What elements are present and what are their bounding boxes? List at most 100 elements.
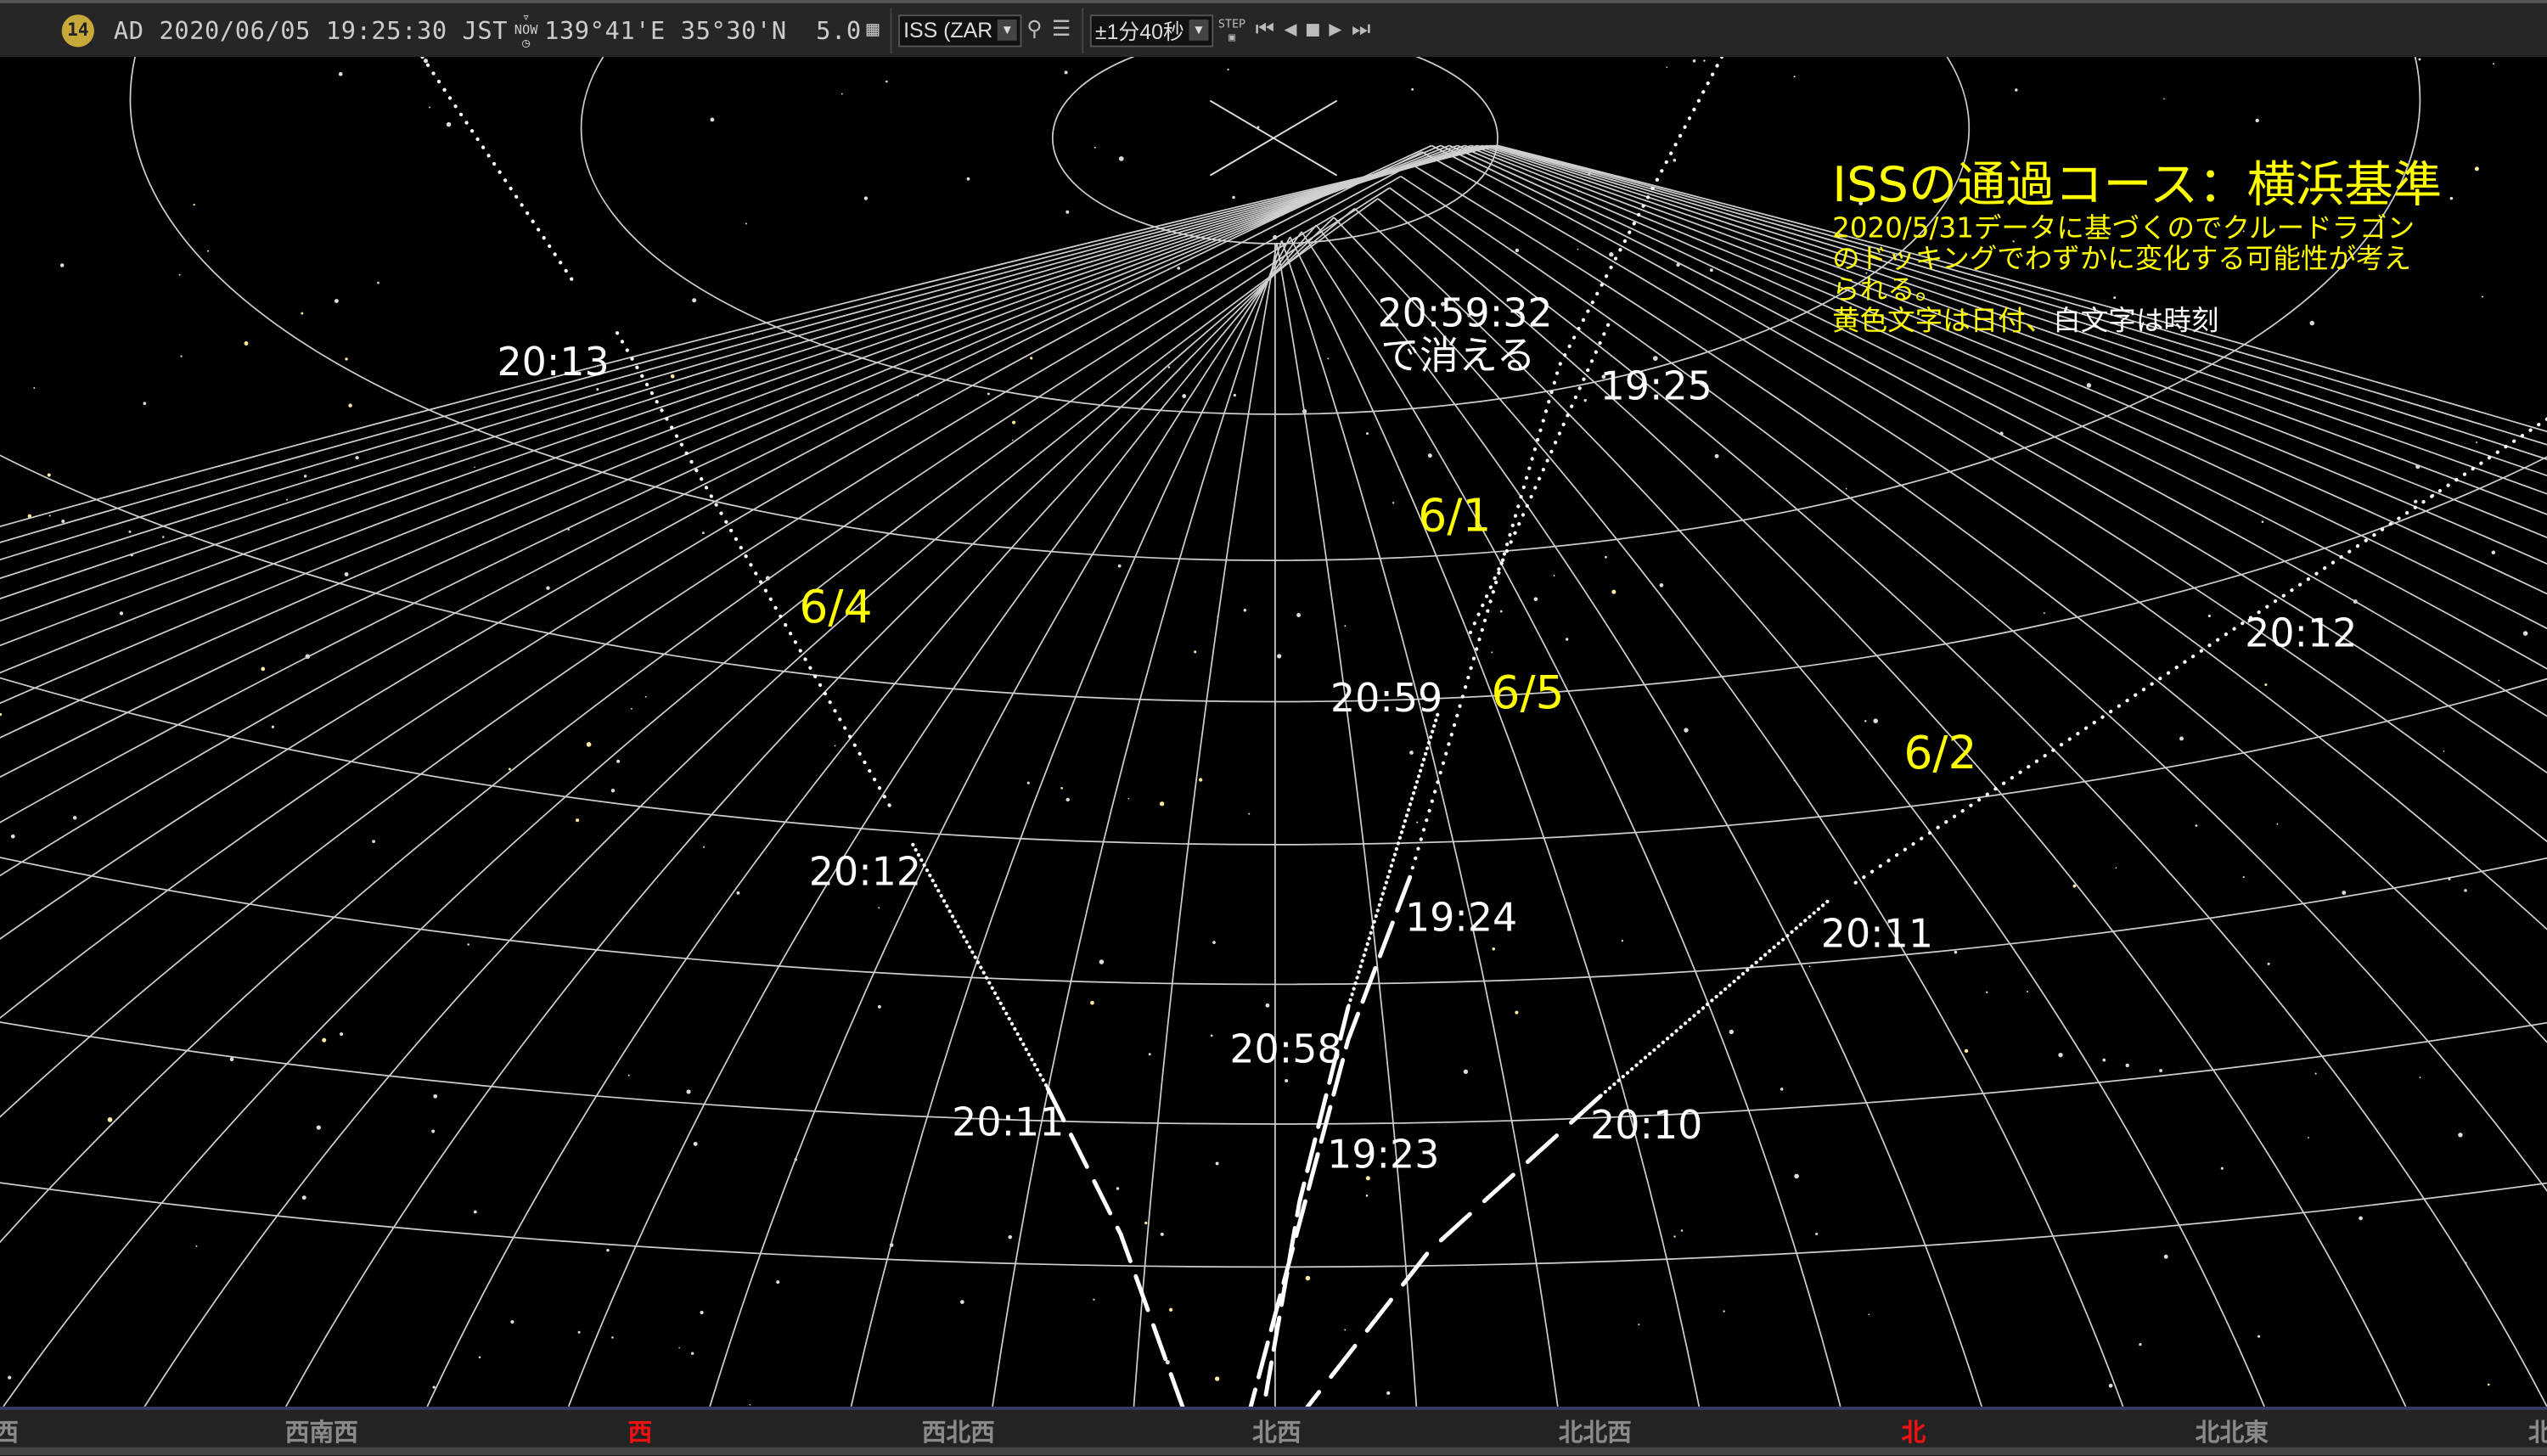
star: [1160, 801, 1165, 807]
last-icon[interactable]: ⏭: [1351, 18, 1371, 42]
star: [271, 725, 274, 728]
track-6-2: [1850, 417, 2547, 887]
star: [1609, 252, 1614, 257]
star: [863, 196, 869, 200]
star: [2276, 823, 2279, 825]
chevron-down-icon[interactable]: ▼: [1189, 19, 1209, 41]
zenith-marker: [1209, 99, 1338, 177]
star: [229, 1057, 234, 1062]
horizontal-scrollbar[interactable]: [0, 1447, 2547, 1456]
star: [1008, 1234, 1013, 1240]
search-icon[interactable]: ⚲: [1026, 18, 1043, 42]
azimuth-line: [1448, 144, 2547, 717]
azimuth-line: [0, 144, 1465, 739]
azimuth-line: [0, 144, 1432, 941]
star: [1248, 812, 1251, 815]
azimuth-line: [1482, 144, 2547, 539]
star: [1692, 59, 1696, 63]
star: [1499, 610, 1503, 613]
star: [546, 586, 550, 590]
star: [377, 281, 380, 284]
track-6-1: [1346, 712, 1440, 1009]
calendar-icon[interactable]: ▦: [866, 18, 880, 42]
sky-view[interactable]: 20:13 20:12 20:11 20:59:32 で消える 19:25 20…: [0, 56, 2547, 1407]
star: [1012, 439, 1014, 441]
step-select[interactable]: ±1分40秒 ▼: [1090, 14, 1214, 47]
star: [749, 1403, 751, 1406]
star: [2359, 1216, 2363, 1221]
star: [1703, 59, 1706, 62]
star: [2474, 166, 2479, 171]
direction-label: 北: [2528, 1414, 2547, 1448]
time-label: 20:10: [1590, 1102, 1702, 1148]
star: [2264, 683, 2268, 687]
star: [1553, 574, 1555, 576]
star: [644, 695, 647, 698]
datetime-display[interactable]: AD 2020/06/05 19:25:30 JST: [113, 15, 509, 45]
star: [2309, 320, 2314, 326]
play-icon[interactable]: ▶: [1329, 18, 1342, 42]
star: [2125, 1063, 2129, 1068]
direction-bar[interactable]: 西 西南西 西 西北西 北西 北北西 北 北北東 北: [0, 1406, 2547, 1456]
track-6-4: [1045, 1086, 1185, 1407]
azimuth-line: [0, 144, 1450, 824]
star: [2242, 230, 2245, 233]
star: [1305, 1275, 1311, 1281]
star: [286, 498, 289, 501]
level-badge[interactable]: 14: [61, 14, 94, 47]
star: [1729, 1029, 1734, 1035]
star: [2522, 631, 2528, 636]
location-display[interactable]: 139°41'E 35°30'N: [544, 15, 787, 45]
star: [1583, 398, 1587, 402]
list-icon[interactable]: ☰: [1051, 18, 1071, 42]
azimuth-line: [0, 144, 1487, 622]
star: [348, 403, 352, 408]
track-6-2: [1598, 899, 1830, 1099]
star: [1265, 1003, 1270, 1008]
altitude-circle: [0, 454, 2547, 703]
stop-icon[interactable]: ■: [1306, 18, 1319, 42]
object-select[interactable]: ISS (ZAR ▼: [898, 14, 1022, 47]
star: [1808, 965, 1811, 968]
star: [2026, 991, 2028, 992]
star: [2195, 824, 2198, 827]
star: [1463, 1069, 1469, 1074]
star: [2207, 614, 2211, 618]
star: [2481, 295, 2483, 298]
chevron-down-icon[interactable]: ▼: [997, 19, 1017, 41]
star: [1611, 589, 1616, 594]
star: [1065, 797, 1070, 802]
step-button[interactable]: STEP ▣: [1217, 17, 1246, 43]
annotation-title: ISSの通過コース：横浜基準: [1832, 156, 2442, 213]
azimuth-line: [0, 175, 1402, 1244]
star: [701, 531, 705, 535]
time-label: 20:11: [1821, 910, 1933, 956]
star: [59, 263, 65, 267]
star: [700, 1310, 704, 1315]
limiting-magnitude[interactable]: 5.0: [816, 15, 862, 45]
star: [1780, 1088, 1784, 1091]
object-select-value: ISS (ZAR: [903, 18, 993, 42]
star: [959, 1300, 964, 1304]
first-icon[interactable]: ⏮: [1255, 18, 1274, 42]
star: [1167, 366, 1171, 368]
star: [162, 536, 165, 538]
star: [1327, 357, 1330, 360]
star: [2012, 240, 2015, 243]
now-clock-icon[interactable]: ▿ NOW ◷: [514, 8, 538, 50]
star: [841, 93, 843, 95]
star: [372, 840, 375, 844]
prev-icon[interactable]: ◀: [1284, 18, 1297, 42]
star: [1144, 1221, 1148, 1225]
star: [2113, 296, 2117, 300]
star: [1684, 728, 1689, 733]
annotation-block: ISSの通過コース：横浜基準 2020/5/31データに基づくのでクルードラゴン…: [1832, 156, 2442, 336]
star: [1182, 394, 1187, 398]
legend-yellow: 黄色文字は日付、: [1832, 304, 2053, 336]
star: [1212, 941, 1216, 944]
star: [1210, 1034, 1213, 1037]
star: [1954, 950, 1958, 954]
track-6-1: [1468, 323, 1611, 636]
toolbar: 14 AD 2020/06/05 19:25:30 JST ▿ NOW ◷ 139°…: [0, 0, 2547, 57]
star: [2139, 1342, 2142, 1346]
